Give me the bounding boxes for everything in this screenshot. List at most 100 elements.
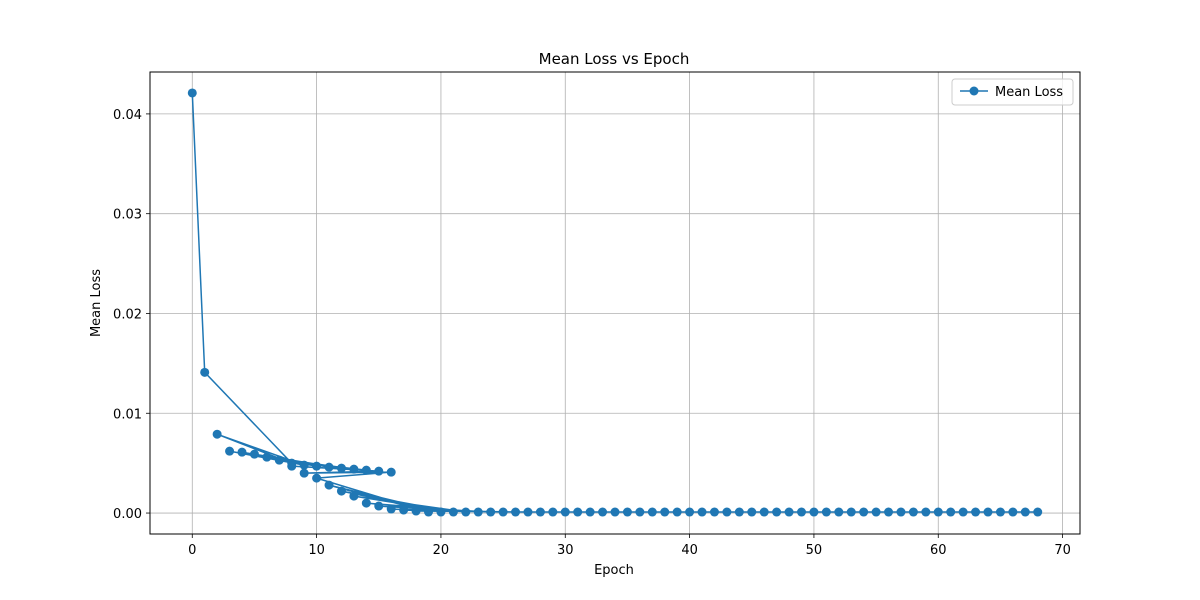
data-point [287,461,297,471]
data-point [821,507,831,517]
x-axis: 0 10 20 30 40 50 60 70 [188,534,1071,558]
data-point [896,507,906,517]
y-tick-label: 0.03 [113,208,142,223]
data-point [573,507,583,517]
x-tick-label: 0 [188,543,196,558]
data-point [560,507,570,517]
data-point [995,507,1005,517]
data-point [859,507,869,517]
data-point [312,473,322,483]
data-point [747,507,757,517]
data-point [672,507,682,517]
data-point [871,507,881,517]
legend-box [951,78,1074,106]
data-point [324,462,334,472]
data-point [1033,507,1043,517]
data-point [1008,507,1018,517]
data-point [884,507,894,517]
plot-frame [149,71,1081,535]
x-axis-label: Epoch [594,563,634,578]
data-point [971,507,981,517]
data-point [511,507,521,517]
data-point [299,460,309,470]
data-point [1020,507,1030,517]
y-axis: 0.00 0.01 0.02 0.03 0.04 [113,108,150,522]
data-point [635,507,645,517]
x-tick-label: 40 [681,543,698,558]
data-point [262,452,272,462]
legend-label: Mean Loss [995,85,1063,100]
x-tick-label: 30 [557,543,574,558]
data-point [411,506,421,516]
data-point [336,486,346,496]
y-tick-label: 0.01 [113,407,142,422]
data-point [834,507,844,517]
data-point [946,507,956,517]
data-point [585,507,595,517]
x-tick-label: 60 [930,543,947,558]
data-point [386,504,396,514]
data-point [299,468,309,478]
data-point [734,507,744,517]
legend: Mean Loss [951,78,1074,106]
x-tick-label: 50 [806,543,823,558]
data-point [809,507,819,517]
data-point [349,464,359,474]
y-tick-label: 0.04 [113,108,142,123]
data-point [622,507,632,517]
data-point [448,507,458,517]
data-point [784,507,794,517]
data-point [200,367,210,377]
data-point [722,507,732,517]
legend-marker [969,86,979,96]
data-point [697,507,707,517]
data-point [461,507,471,517]
y-tick-label: 0.02 [113,307,142,322]
data-point [424,507,434,517]
x-tick-label: 10 [308,543,325,558]
data-point [846,507,856,517]
y-axis-label: Mean Loss [89,269,104,337]
data-point [660,507,670,517]
data-point [274,455,284,465]
data-point [237,447,247,457]
data-point [187,88,197,98]
data-point [933,507,943,517]
data-point [709,507,719,517]
data-point [386,467,396,477]
data-point [772,507,782,517]
data-point [374,466,384,476]
data-point [336,463,346,473]
y-tick-label: 0.00 [113,507,142,522]
data-point [759,507,769,517]
data-point [486,507,496,517]
data-point [685,507,695,517]
data-point [374,501,384,511]
x-tick-label: 20 [433,543,450,558]
series-layer [187,88,1043,517]
data-point [498,507,508,517]
chart-title: Mean Loss vs Epoch [539,50,690,68]
data-point [523,507,533,517]
data-point [361,465,371,475]
data-point [647,507,657,517]
data-point [399,505,409,515]
data-point [796,507,806,517]
data-point [324,480,334,490]
data-point [249,449,259,459]
grid-lines [150,72,1080,534]
data-point [436,507,446,517]
data-point [225,446,235,456]
data-point [473,507,483,517]
data-point [535,507,545,517]
data-point [908,507,918,517]
data-point [361,498,371,508]
data-point [212,429,222,439]
data-point [349,491,359,501]
data-point [312,461,322,471]
data-point [548,507,558,517]
data-point [598,507,608,517]
x-tick-label: 70 [1054,543,1071,558]
data-point [983,507,993,517]
